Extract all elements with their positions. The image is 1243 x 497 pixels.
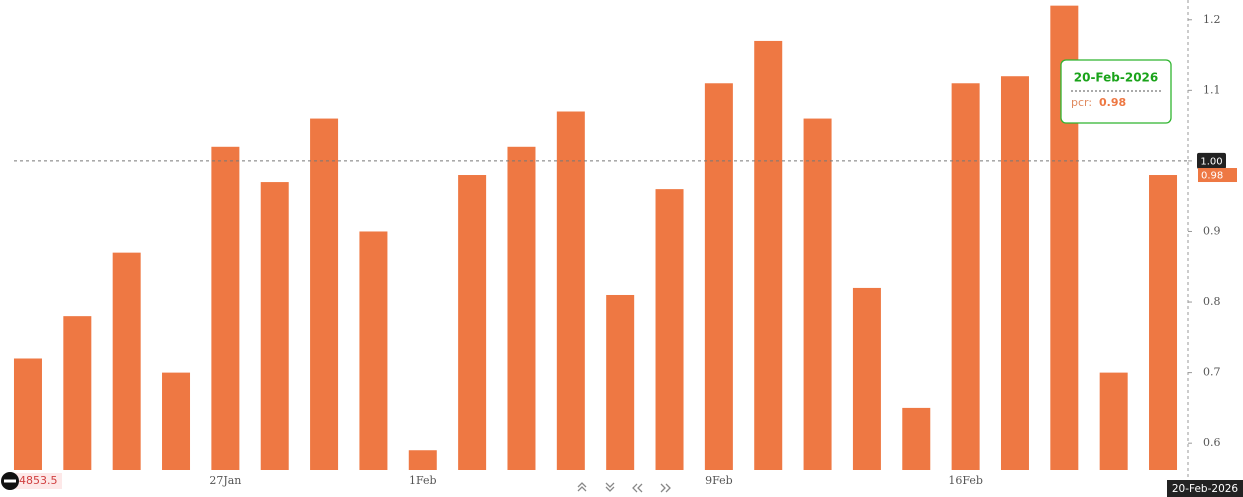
x-tick-label: 27Jan — [209, 474, 241, 487]
nav-down[interactable] — [605, 482, 615, 492]
bar — [1149, 175, 1178, 470]
y-tick-label: 1.2 — [1203, 13, 1221, 26]
bar — [606, 294, 635, 470]
last-value-label: 0.98 — [1201, 171, 1223, 182]
bar — [1000, 76, 1029, 470]
x-tick-label: 1Feb — [409, 474, 437, 487]
bar — [359, 231, 388, 470]
date-badge — [1167, 480, 1243, 497]
bar — [408, 450, 437, 470]
nav-controls[interactable] — [577, 482, 671, 493]
crosshair-badge — [1197, 152, 1226, 169]
date-badge-label: 20-Feb-2026 — [1172, 483, 1239, 495]
last-value-badge — [1198, 168, 1237, 183]
bar — [803, 118, 832, 470]
x-tick-label: 9Feb — [705, 474, 733, 487]
nav-right[interactable] — [660, 483, 671, 493]
bar — [458, 175, 487, 470]
x-tick-label: 16Feb — [948, 474, 983, 487]
bar — [507, 146, 536, 470]
bar — [260, 182, 289, 470]
bar — [655, 189, 684, 470]
bar — [556, 111, 585, 471]
bar — [162, 372, 191, 470]
tooltip-date: 20-Feb-2026 — [1074, 71, 1159, 85]
nav-left[interactable] — [632, 483, 643, 493]
tooltip-label: pcr: — [1071, 96, 1092, 109]
crosshair-label: 1.00 — [1200, 156, 1222, 167]
y-tick-label: 1.1 — [1203, 83, 1221, 96]
index-badge — [10, 473, 62, 489]
tooltip-value: 0.98 — [1099, 96, 1126, 109]
bar — [112, 252, 141, 470]
collapse-icon-bar — [4, 479, 16, 483]
bar — [310, 118, 339, 470]
bar — [13, 358, 42, 470]
bar — [951, 83, 980, 471]
bar — [902, 407, 931, 470]
y-tick-label: 0.6 — [1203, 436, 1221, 449]
index-value: 24853.5 — [12, 474, 58, 487]
nav-up[interactable] — [577, 482, 587, 492]
y-tick-label: 0.9 — [1203, 224, 1221, 237]
y-tick-label: 0.8 — [1203, 295, 1221, 308]
bar — [754, 40, 783, 470]
bar — [63, 316, 92, 470]
bar — [704, 83, 733, 471]
y-tick-label: 0.7 — [1203, 366, 1221, 379]
bar — [211, 146, 240, 470]
bar — [852, 287, 881, 470]
bar — [1099, 372, 1128, 470]
